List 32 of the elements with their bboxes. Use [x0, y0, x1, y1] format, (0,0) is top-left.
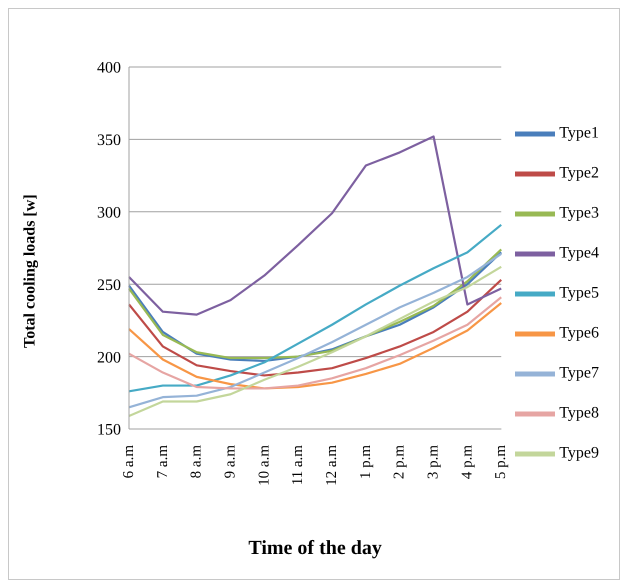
line-series [128, 135, 502, 316]
x-tick-label: 11 a.m [290, 444, 306, 486]
y-axis-title: Total cooling loads [w] [22, 194, 39, 348]
x-tick-label: 6 a.m [121, 444, 137, 478]
x-tick-label: 1 p.m [358, 444, 374, 480]
legend-label: Type6 [559, 324, 599, 342]
legend-label: Type7 [559, 364, 599, 382]
x-tick-label: 10 a.m [256, 444, 272, 486]
y-tick-label: 200 [97, 349, 121, 366]
x-tick-label: 7 a.m [154, 444, 171, 478]
legend-label: Type3 [559, 204, 599, 222]
line-series [128, 278, 502, 377]
x-tick-label: 2 p.m [392, 444, 408, 480]
legend-label: Type4 [559, 244, 599, 262]
legend-label: Type9 [559, 444, 599, 462]
x-tick-label: 4 p.m [459, 444, 476, 480]
y-tick-label: 300 [97, 204, 121, 222]
x-axis-title: Time of the day [248, 537, 382, 559]
x-tick-label: 3 p.m [426, 444, 442, 480]
x-tick-label: 8 a.m [188, 444, 205, 478]
y-tick-label: 400 [97, 60, 121, 77]
legend-label: Type8 [559, 404, 599, 422]
x-tick-label: 12 a.m [324, 444, 340, 486]
y-tick-label: 350 [97, 132, 121, 150]
x-tick-label: 9 a.m [222, 444, 239, 478]
x-tick-label: 5 p.m [493, 444, 510, 480]
y-tick-label: 250 [97, 276, 121, 294]
legend-label: Type5 [559, 284, 599, 302]
legend-label: Type2 [559, 164, 599, 182]
line-series [128, 224, 502, 392]
y-tick-label: 150 [97, 422, 121, 439]
legend-label: Type1 [559, 124, 599, 142]
